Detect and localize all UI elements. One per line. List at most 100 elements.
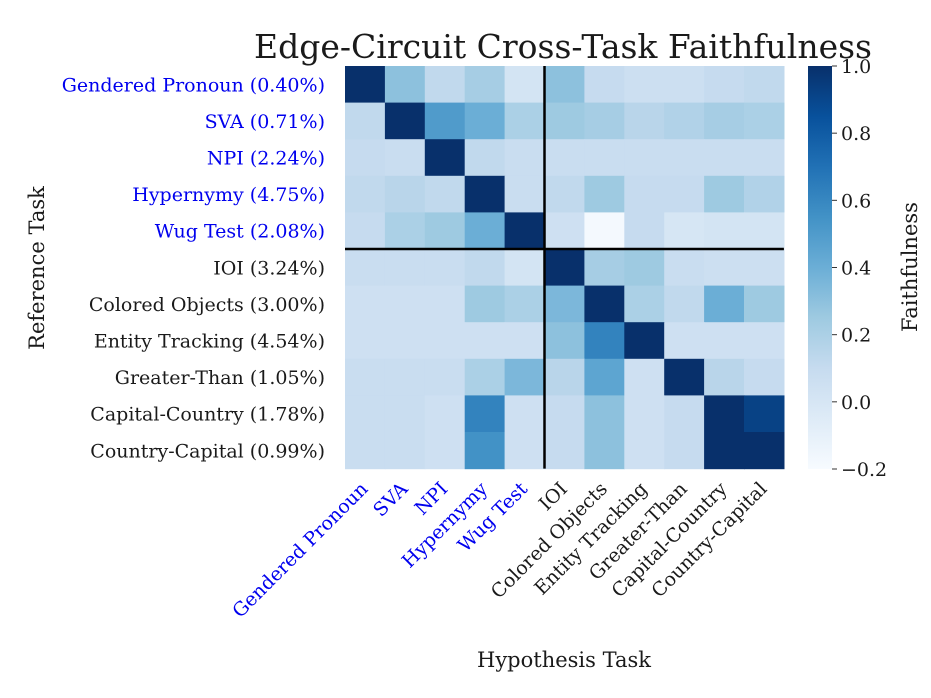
heatmap-cell: [744, 285, 785, 323]
colorbar-tick-label: 0.6: [841, 190, 871, 212]
heatmap-cell: [544, 139, 585, 177]
heatmap-cell: [544, 249, 585, 287]
heatmap-cell: [544, 358, 585, 396]
heatmap-cell: [504, 66, 546, 104]
heatmap-cell: [544, 432, 585, 470]
heatmap-cell: [704, 249, 745, 287]
heatmap-cell: [345, 139, 386, 177]
heatmap-cell: [664, 395, 705, 433]
heatmap-cell: [464, 139, 506, 177]
heatmap-cell: [464, 249, 506, 287]
colorbar-tick-label: 0.0: [841, 392, 871, 414]
heatmap-cell: [464, 66, 506, 104]
heatmap-cell: [504, 249, 546, 287]
heatmap-cell: [664, 358, 705, 396]
heatmap-cell: [345, 66, 386, 104]
heatmap-cell: [464, 175, 506, 213]
heatmap-cell: [424, 249, 466, 287]
heatmap-cell: [624, 175, 665, 213]
heatmap-cell: [544, 175, 585, 213]
heatmap-cell: [345, 432, 386, 470]
heatmap-cell: [424, 358, 466, 396]
heatmap-cell: [624, 358, 665, 396]
heatmap-cell: [384, 139, 426, 177]
heatmap-cell: [345, 358, 386, 396]
y-tick-label: Entity Tracking (4.54%): [94, 331, 325, 353]
heatmap-cell: [744, 432, 785, 470]
heatmap-cell: [744, 249, 785, 287]
heatmap-cell: [384, 395, 426, 433]
heatmap-cell: [744, 358, 785, 396]
heatmap-cell: [744, 66, 785, 104]
heatmap-cell: [544, 102, 585, 140]
heatmap-cell: [584, 175, 625, 213]
y-tick-label: Hypernymy (4.75%): [132, 184, 325, 206]
x-tick-label: SVA: [369, 478, 412, 521]
heatmap-cell: [664, 249, 705, 287]
heatmap-cell: [624, 212, 665, 250]
heatmap-cell: [624, 66, 665, 104]
heatmap-cell: [704, 432, 745, 470]
heatmap-cell: [464, 212, 506, 250]
heatmap-cell: [744, 102, 785, 140]
heatmap-cell: [744, 395, 785, 433]
heatmap-cell: [704, 322, 745, 360]
chart-title: Edge-Circuit Cross-Task Faithfulness: [254, 27, 872, 66]
heatmap-cell: [704, 66, 745, 104]
heatmap-cell: [664, 66, 705, 104]
y-tick-label: Wug Test (2.08%): [155, 221, 325, 243]
heatmap-cell: [504, 102, 546, 140]
y-tick-label: Capital-Country (1.78%): [90, 404, 325, 426]
colorbar: [808, 66, 832, 469]
heatmap-cell: [624, 322, 665, 360]
heatmap-cell: [544, 285, 585, 323]
heatmap-cell: [584, 102, 625, 140]
y-tick-label: Greater-Than (1.05%): [115, 367, 325, 389]
heatmap-cell: [384, 102, 426, 140]
heatmap-cell: [704, 285, 745, 323]
y-tick-label: Gendered Pronoun (0.40%): [62, 74, 325, 96]
heatmap-cell: [345, 249, 386, 287]
heatmap-cell: [544, 395, 585, 433]
heatmap-cell: [744, 322, 785, 360]
heatmap-cell: [584, 139, 625, 177]
heatmap-cell: [744, 212, 785, 250]
heatmap-cell: [584, 432, 625, 470]
heatmap-cell: [544, 66, 585, 104]
heatmap-cell: [384, 432, 426, 470]
heatmap-cell: [664, 212, 705, 250]
colorbar-tick-label: 0.4: [841, 258, 871, 280]
heatmap-cell: [584, 358, 625, 396]
heatmap-cell: [464, 395, 506, 433]
y-tick-labels: Gendered Pronoun (0.40%) SVA (0.71%) NPI (…: [62, 74, 325, 462]
heatmap-cell: [384, 66, 426, 104]
y-tick-label: IOI (3.24%): [213, 257, 325, 279]
heatmap-cell: [504, 285, 546, 323]
heatmap-cell: [504, 322, 546, 360]
heatmap-cell: [384, 322, 426, 360]
heatmap-cell: [384, 358, 426, 396]
y-axis-title: Reference Task: [25, 186, 49, 350]
heatmap-cell: [664, 285, 705, 323]
heatmap-cell: [424, 285, 466, 323]
colorbar-tick-label: −0.2: [841, 459, 887, 481]
heatmap-cell: [345, 395, 386, 433]
heatmap-cell: [504, 212, 546, 250]
colorbar-title: Faithfulness: [898, 202, 922, 332]
heatmap-cell: [464, 358, 506, 396]
heatmap-cell: [504, 395, 546, 433]
heatmap-cell: [704, 175, 745, 213]
heatmap-cell: [464, 432, 506, 470]
heatmap-cell: [424, 102, 466, 140]
heatmap-cell: [424, 395, 466, 433]
heatmap-cell: [504, 358, 546, 396]
heatmap-cell: [704, 358, 745, 396]
heatmap-cell: [664, 139, 705, 177]
heatmap-cell: [384, 285, 426, 323]
heatmap-cell: [624, 102, 665, 140]
colorbar-tick-label: 0.2: [841, 325, 871, 347]
y-tick-label: Colored Objects (3.00%): [89, 294, 325, 316]
y-tick-label: NPI (2.24%): [207, 148, 325, 170]
heatmap-cell: [584, 249, 625, 287]
